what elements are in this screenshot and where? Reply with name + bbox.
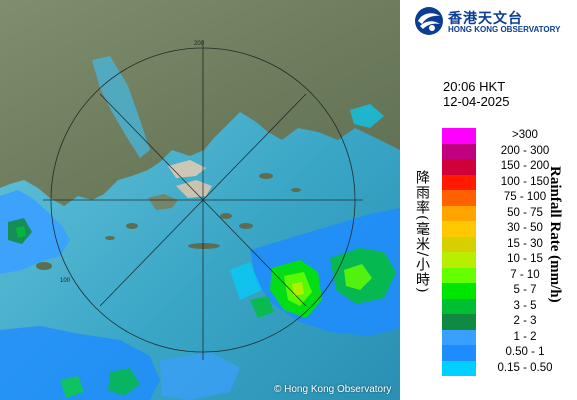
legend-swatch bbox=[442, 236, 476, 252]
legend-row: 0.15 - 0.50 bbox=[442, 360, 574, 376]
radar-echoes bbox=[0, 104, 400, 400]
legend-label: 50 - 75 bbox=[507, 206, 543, 219]
legend-label: 5 - 7 bbox=[513, 284, 537, 296]
legend-swatch bbox=[442, 221, 476, 237]
range-ring-label-200: 200 bbox=[194, 41, 205, 47]
observation-date: 12-04-2025 bbox=[443, 94, 510, 109]
radar-map: 200 100 © Hong Kong Observatory bbox=[0, 0, 400, 400]
legend-label: 1 - 2 bbox=[513, 330, 537, 343]
legend-row: 15 - 30 bbox=[442, 236, 574, 252]
legend-swatch bbox=[442, 205, 476, 221]
legend-swatch bbox=[442, 283, 476, 299]
legend-swatch bbox=[442, 159, 476, 175]
legend-label: 15 - 30 bbox=[507, 237, 543, 250]
info-panel: 香港天文台 HONG KONG OBSERVATORY 20:06 HKT 12… bbox=[400, 0, 577, 400]
legend-row: 7 - 10 bbox=[442, 267, 574, 283]
legend-label: 75 - 100 bbox=[503, 191, 547, 203]
legend-row: 30 - 50 bbox=[442, 221, 574, 237]
legend-row: 3 - 5 bbox=[442, 298, 574, 314]
legend-row: 1 - 2 bbox=[442, 329, 574, 345]
range-rings bbox=[43, 40, 363, 360]
pearl-river-estuary bbox=[92, 56, 150, 158]
legend-row: 100 - 150 bbox=[442, 174, 574, 190]
legend-swatch bbox=[442, 345, 476, 361]
legend-row: 5 - 7 bbox=[442, 283, 574, 299]
legend-title-cn: 降雨率(毫米/小時) bbox=[414, 170, 430, 294]
range-ring-label-100: 100 bbox=[60, 278, 71, 284]
legend-label: 100 - 150 bbox=[500, 175, 550, 188]
legend-swatch bbox=[442, 329, 476, 345]
legend-row: 75 - 100 bbox=[442, 190, 574, 206]
legend-row: 10 - 15 bbox=[442, 252, 574, 268]
legend-title-en: Rainfall Rate (mm/h) bbox=[547, 166, 563, 303]
brand-name-cn: 香港天文台 bbox=[448, 11, 523, 27]
legend-label: 10 - 15 bbox=[507, 253, 543, 265]
legend-swatch bbox=[442, 360, 476, 376]
lantau-island bbox=[148, 194, 178, 210]
legend-row: 150 - 200 bbox=[442, 159, 574, 175]
legend-label: 2 - 3 bbox=[513, 315, 537, 327]
brand-name-en: HONG KONG OBSERVATORY bbox=[448, 25, 561, 34]
legend-label: 7 - 10 bbox=[510, 268, 540, 281]
observation-time: 20:06 HKT bbox=[443, 79, 506, 94]
hko-logo[interactable]: 香港天文台 HONG KONG OBSERVATORY bbox=[414, 6, 574, 36]
legend-row: 2 - 3 bbox=[442, 314, 574, 330]
legend-label: >300 bbox=[512, 129, 538, 141]
legend-label: 150 - 200 bbox=[500, 160, 550, 172]
legend-row: 0.50 - 1 bbox=[442, 345, 574, 361]
legend-label: 0.15 - 0.50 bbox=[497, 361, 553, 374]
legend-label: 3 - 5 bbox=[513, 299, 537, 312]
copyright-notice: © Hong Kong Observatory bbox=[274, 384, 392, 395]
legend-label: 200 - 300 bbox=[500, 144, 550, 157]
legend-swatch bbox=[442, 128, 476, 144]
rainfall-legend: >300 200 - 300 150 - 200 100 - 150 75 - 100 5… bbox=[442, 128, 574, 376]
legend-row: 50 - 75 bbox=[442, 205, 574, 221]
legend-label: 30 - 50 bbox=[507, 222, 543, 234]
legend-row: 200 - 300 bbox=[442, 143, 574, 159]
legend-swatch bbox=[442, 252, 476, 268]
mainland-landmass bbox=[0, 0, 400, 206]
hko-emblem-icon bbox=[415, 7, 443, 35]
legend-swatch bbox=[442, 314, 476, 330]
outlying-islands bbox=[36, 173, 301, 270]
legend-swatch bbox=[442, 267, 476, 283]
legend-swatch bbox=[442, 190, 476, 206]
legend-swatch bbox=[442, 174, 476, 190]
legend-swatch bbox=[442, 298, 476, 314]
legend-label: 0.50 - 1 bbox=[505, 346, 545, 358]
legend-row: >300 bbox=[442, 128, 574, 144]
legend-swatch bbox=[442, 143, 476, 159]
